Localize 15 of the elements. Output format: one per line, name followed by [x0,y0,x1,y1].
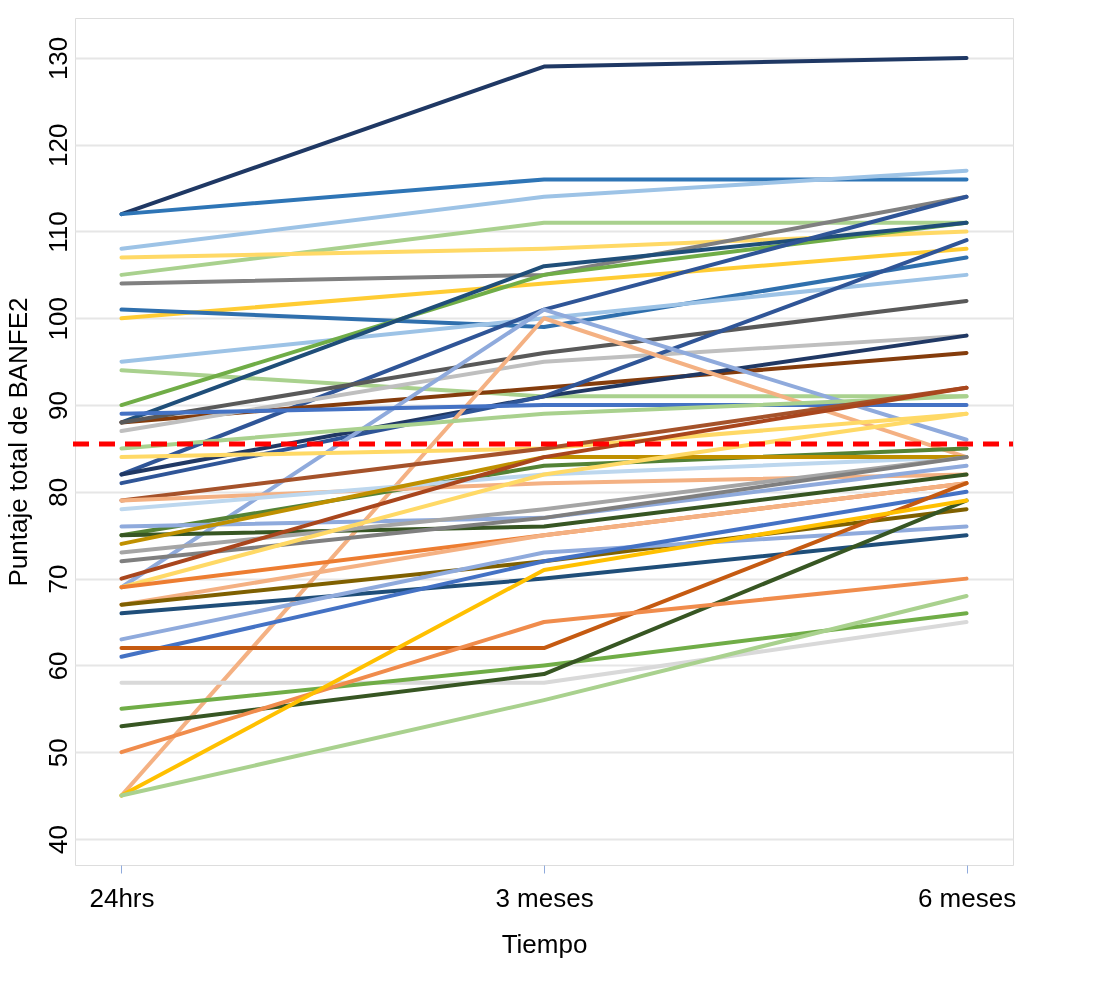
y-tick-label: 100 [42,297,73,341]
y-axis-title: Puntaje total de BANFE2 [2,297,33,587]
y-tick-label: 120 [42,123,73,167]
y-tick-label: 40 [42,825,73,854]
y-tick-label: 70 [42,564,73,594]
y-tick-label: 60 [42,651,73,681]
y-tick-label: 90 [42,391,73,421]
y-tick-label: 110 [42,211,73,253]
x-tick-label: 3 meses [495,882,594,913]
x-axis-title: Tiempo [501,928,588,959]
y-tick-label: 130 [42,36,73,81]
x-tick-label: 6 meses [917,882,1017,913]
x-tick-label: 24hrs [89,882,155,913]
y-tick-label: 80 [42,477,73,507]
y-tick-label: 50 [42,738,73,768]
